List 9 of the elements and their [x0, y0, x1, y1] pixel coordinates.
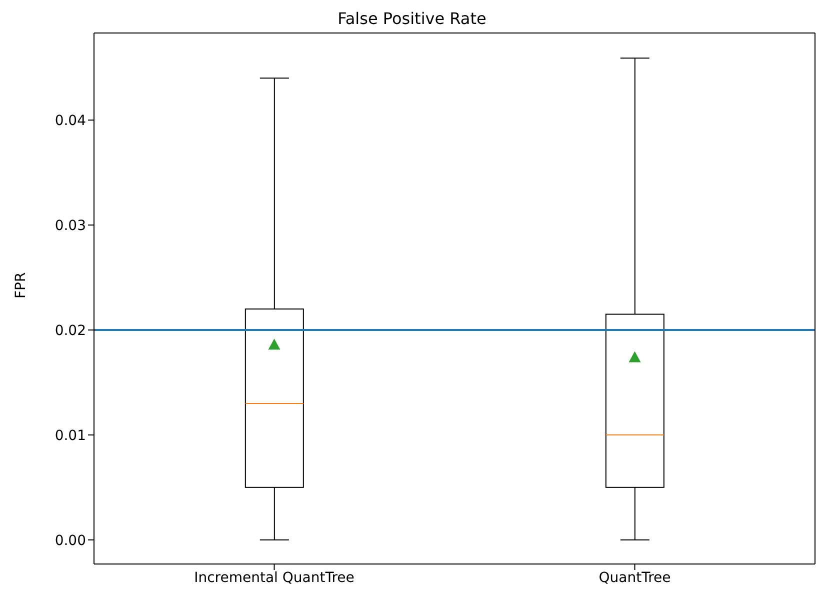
y-tick-label: 0.02: [54, 322, 86, 339]
chart-title: False Positive Rate: [336, 8, 488, 30]
x-tick-label: Incremental QuantTree: [194, 570, 354, 586]
y-tick-label: 0.04: [54, 113, 86, 130]
y-tick-label: 0.03: [54, 218, 86, 234]
y-axis-title: FPR: [12, 272, 29, 298]
y-tick-label: 0.00: [54, 532, 86, 549]
y-tick-label: 0.01: [54, 428, 86, 444]
x-tick-label: QuantTree: [598, 570, 671, 586]
